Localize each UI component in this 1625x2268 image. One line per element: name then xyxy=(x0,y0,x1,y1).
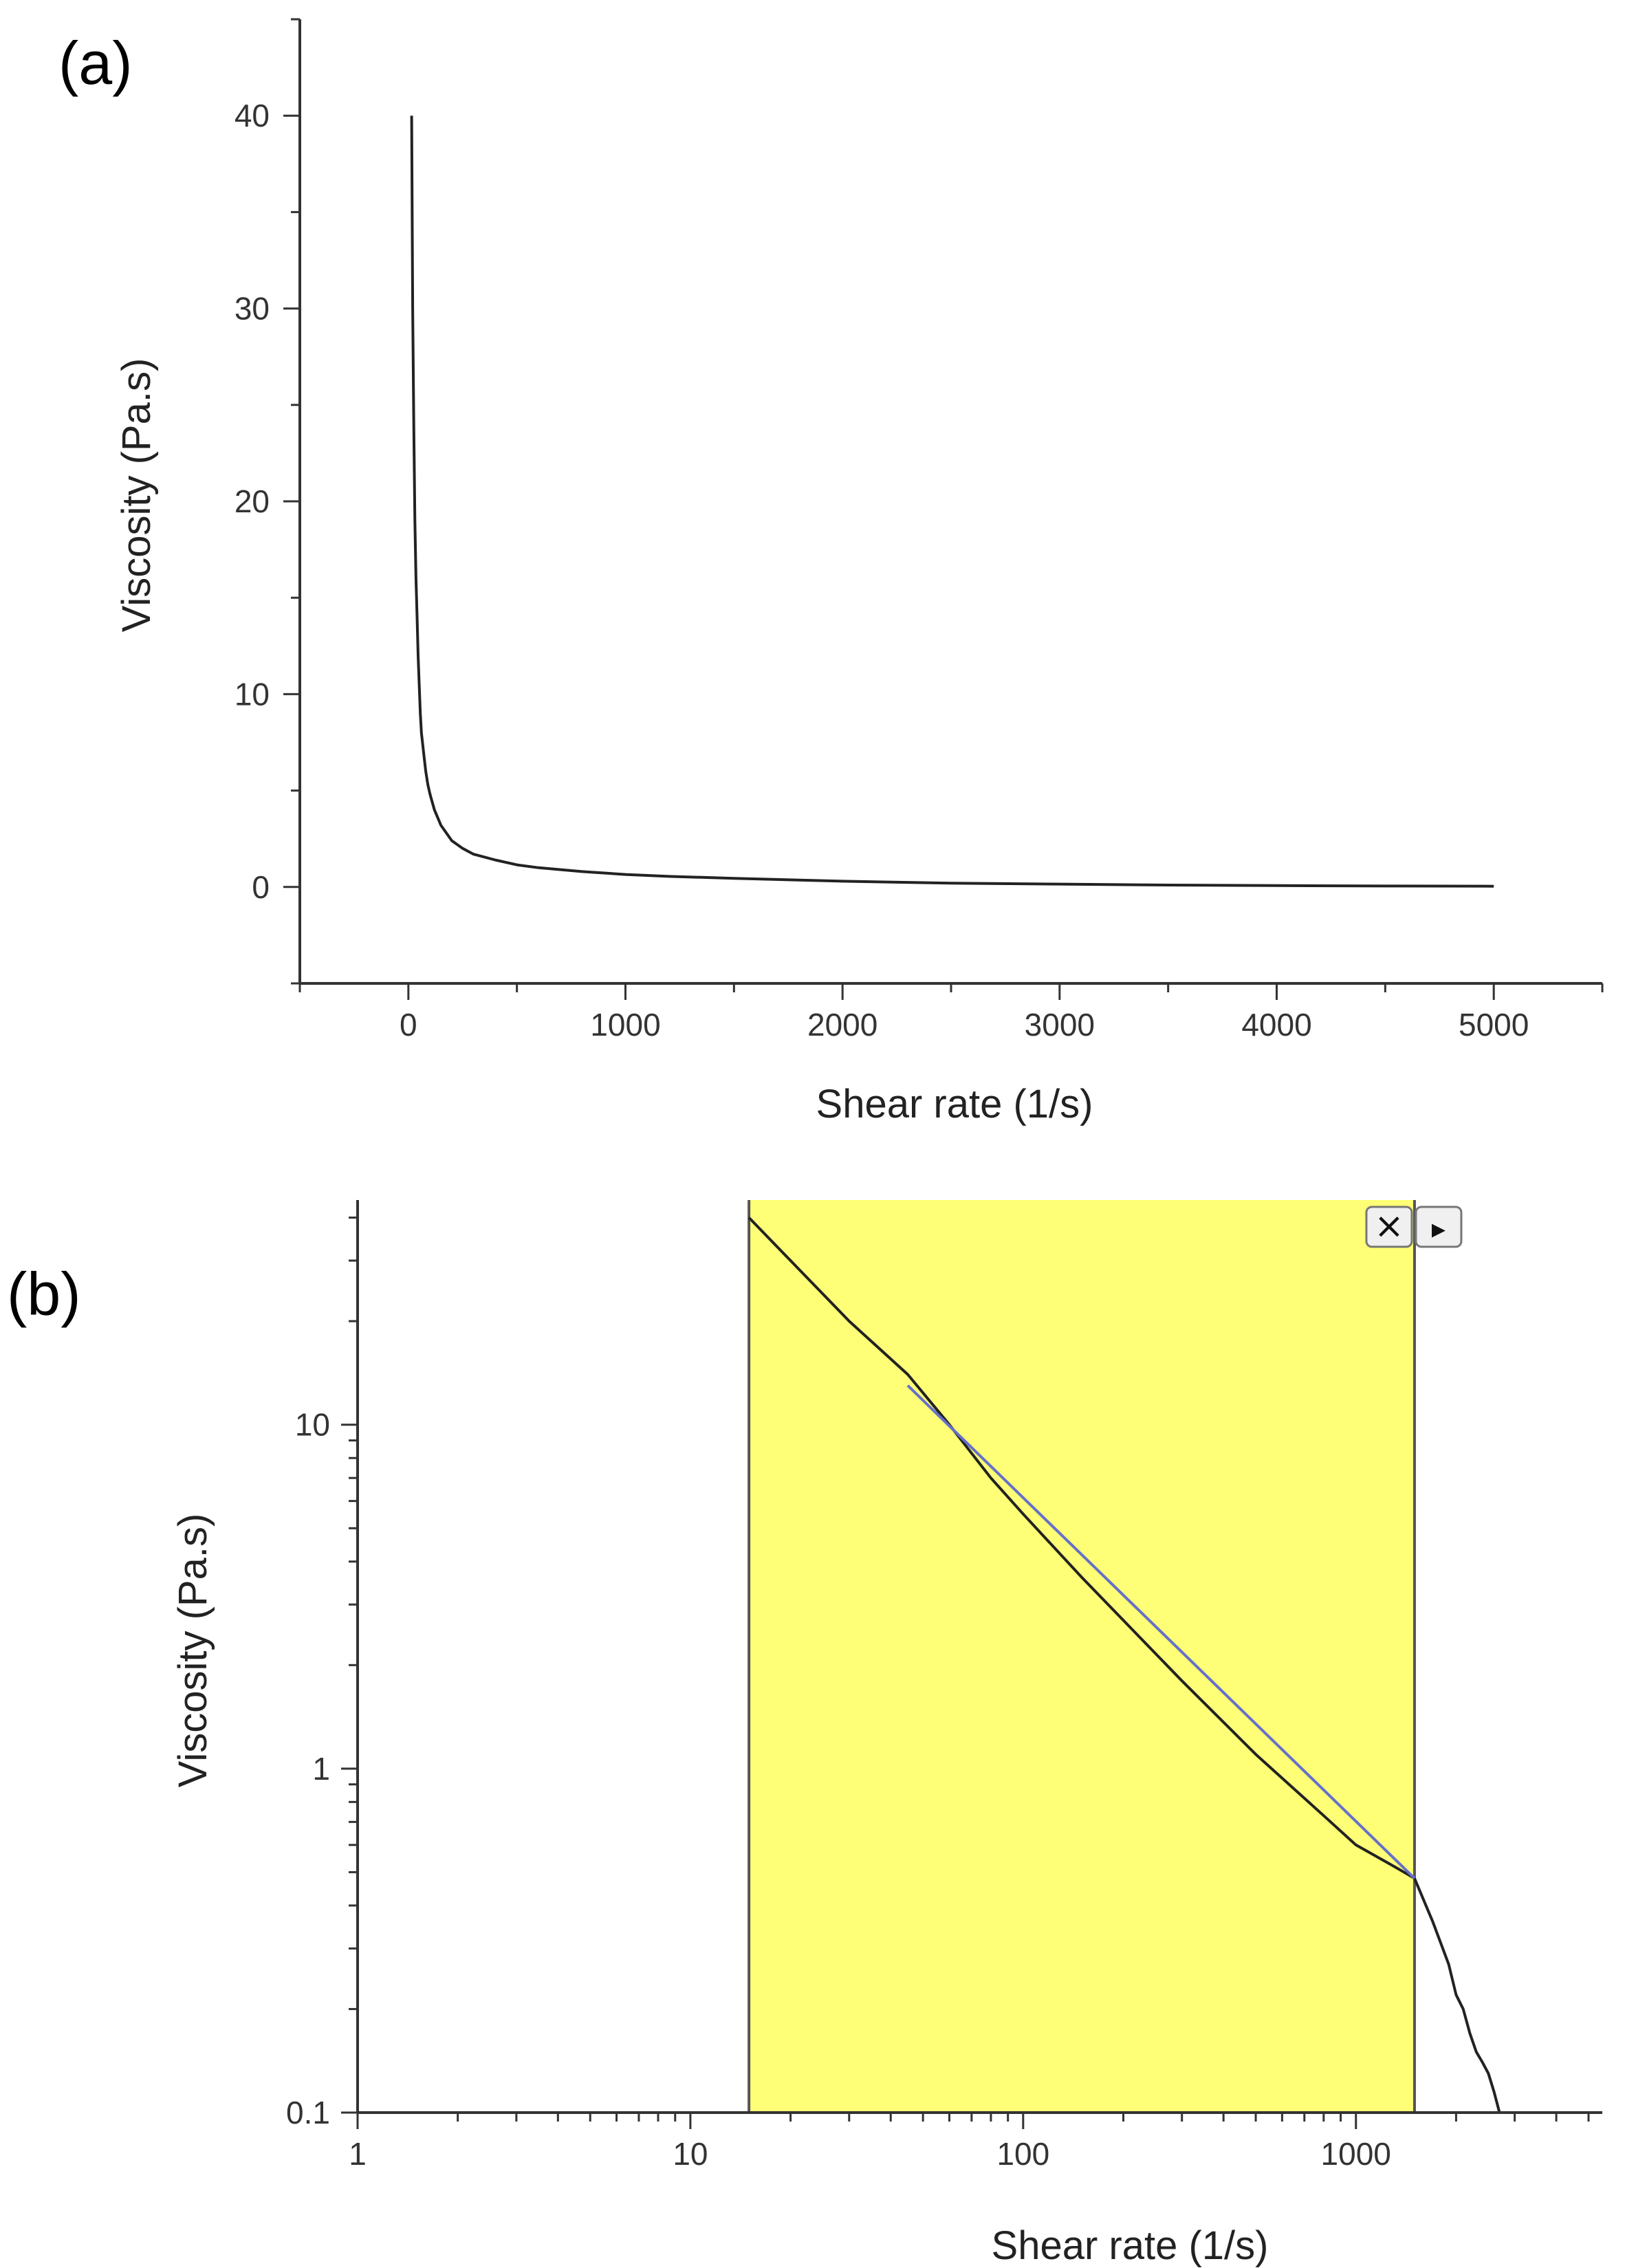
y-tick-label: 10 xyxy=(295,1407,330,1443)
highlight-region[interactable] xyxy=(748,1200,1416,2113)
region-buttons: × ▸ xyxy=(1365,1206,1463,1248)
y-axis-ticks: 0.1 1 10 xyxy=(286,1217,358,2130)
panel-b-label: (b) xyxy=(7,1260,81,1328)
y-axis-title: Viscosity (Pa.s) xyxy=(114,358,159,633)
x-axis-ticks: 1 10 100 1000 xyxy=(349,2113,1590,2172)
y-tick-label: 40 xyxy=(235,98,270,133)
x-axis-ticks: 0 1000 2000 3000 4000 5000 xyxy=(298,983,1604,1043)
viscosity-curve xyxy=(410,116,1494,888)
button-frame xyxy=(1365,1206,1413,1248)
axes-a xyxy=(298,19,1602,985)
y-tick-label: 10 xyxy=(235,676,270,712)
expand-region-button[interactable]: ▸ xyxy=(1415,1206,1463,1248)
y-tick-label: 30 xyxy=(235,291,270,327)
x-axis-title: Shear rate (1/s) xyxy=(816,1082,1093,1126)
x-tick-label: 1 xyxy=(349,2136,367,2172)
close-region-button[interactable]: × xyxy=(1365,1206,1413,1248)
y-tick-label: 0 xyxy=(252,869,270,905)
y-tick-label: 1 xyxy=(312,1751,330,1787)
panel-a-label: (a) xyxy=(58,29,133,97)
x-tick-label: 4000 xyxy=(1241,1007,1311,1043)
y-tick-label: 0.1 xyxy=(286,2095,330,2130)
y-axis-title: Viscosity (Pa.s) xyxy=(171,1514,215,1788)
x-tick-label: 5000 xyxy=(1459,1007,1529,1043)
y-axis-ticks: 0 10 20 30 40 xyxy=(235,18,300,985)
fit-line xyxy=(906,1384,1416,1879)
x-tick-label: 100 xyxy=(996,2136,1049,2172)
axes-b xyxy=(356,1200,1602,2114)
x-tick-label: 1000 xyxy=(1321,2136,1391,2172)
y-tick-label: 20 xyxy=(235,483,270,519)
close-icon: × xyxy=(1374,1206,1404,1247)
x-tick-label: 3000 xyxy=(1025,1007,1095,1043)
x-tick-label: 2000 xyxy=(807,1007,877,1043)
series-b xyxy=(748,1217,1501,2113)
play-arrow-icon: ▸ xyxy=(1432,1213,1446,1245)
panel-a-chart: (a) Viscosity (Pa.s) Shear rate (1/s) 0 1… xyxy=(58,18,1604,1126)
x-tick-label: 0 xyxy=(400,1007,417,1043)
highlight-fill xyxy=(749,1200,1415,2113)
series-a xyxy=(410,116,1494,888)
x-tick-label: 10 xyxy=(673,2136,708,2172)
x-axis-title: Shear rate (1/s) xyxy=(992,2223,1269,2268)
button-frame xyxy=(1415,1206,1463,1248)
x-tick-label: 1000 xyxy=(590,1007,660,1043)
